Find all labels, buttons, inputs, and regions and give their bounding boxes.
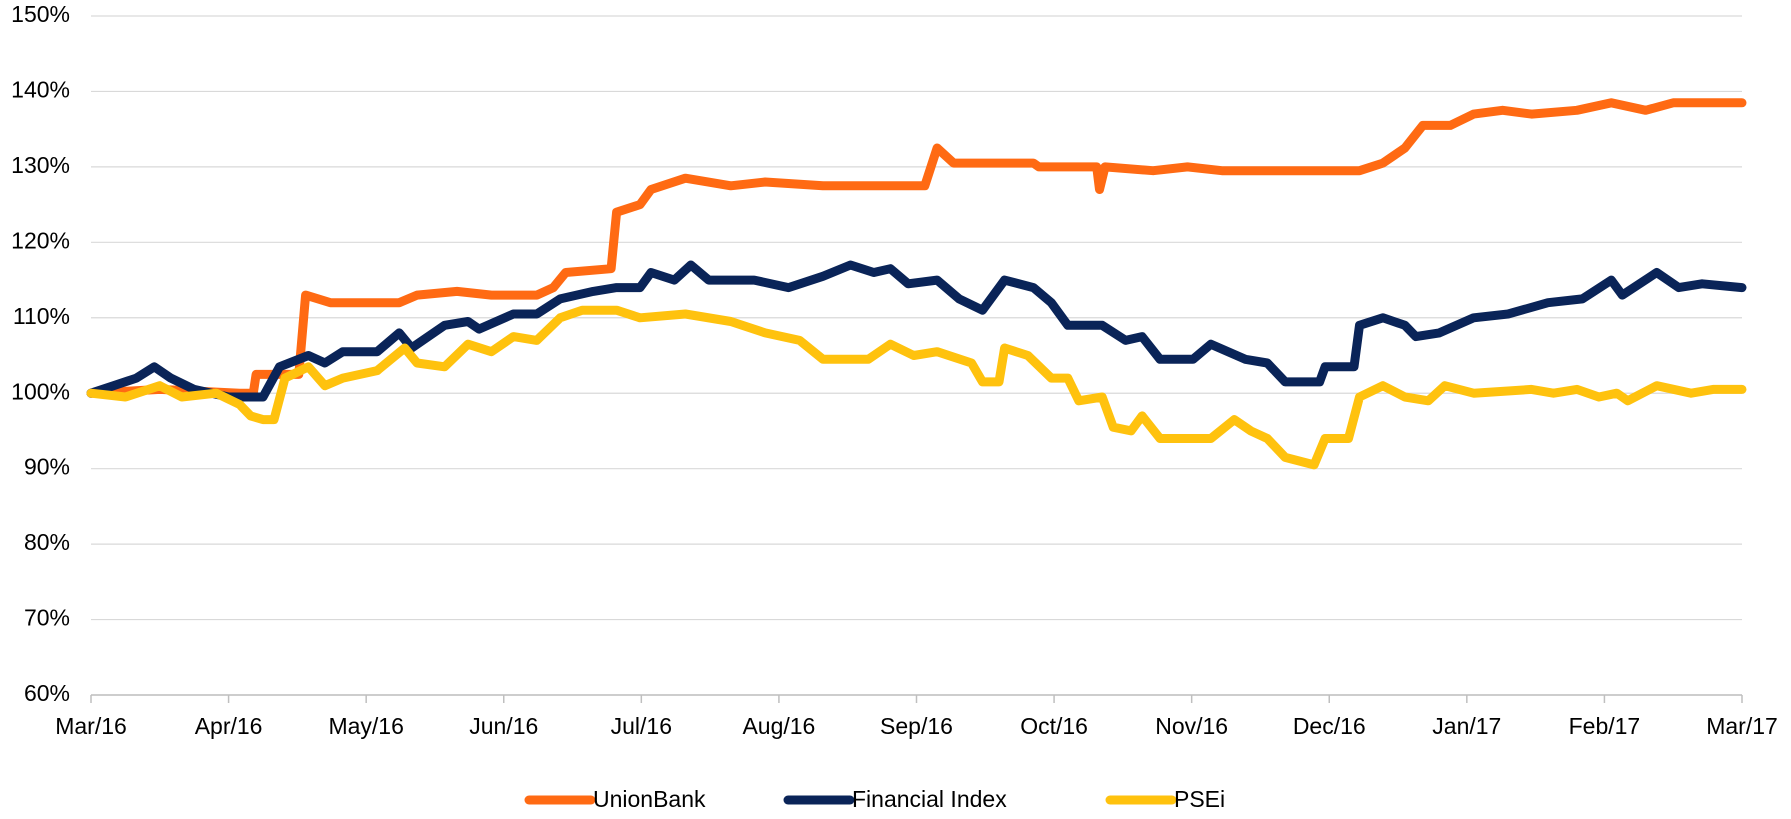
y-tick-label: 150% (11, 1, 70, 27)
y-tick-label: 110% (13, 303, 70, 329)
x-tick-label: Jun/16 (469, 713, 538, 739)
y-tick-label: 60% (24, 680, 70, 706)
legend-label: Financial Index (852, 786, 1007, 812)
y-tick-label: 120% (11, 227, 70, 253)
legend-label: PSEi (1174, 786, 1225, 812)
x-tick-label: Dec/16 (1293, 713, 1366, 739)
y-tick-label: 90% (24, 454, 70, 480)
x-tick-label: Apr/16 (195, 713, 263, 739)
y-tick-label: 140% (11, 77, 70, 103)
series-line (86, 305, 1747, 470)
y-tick-label: 70% (24, 605, 70, 631)
series-line (86, 98, 1747, 398)
x-tick-label: Nov/16 (1155, 713, 1228, 739)
x-tick-label: Oct/16 (1020, 713, 1088, 739)
legend-label: UnionBank (593, 786, 706, 812)
x-tick-label: Jan/17 (1432, 713, 1501, 739)
x-tick-label: Feb/17 (1569, 713, 1641, 739)
x-tick-label: Jul/16 (611, 713, 672, 739)
x-tick-label: Aug/16 (742, 713, 815, 739)
y-tick-label: 80% (24, 529, 70, 555)
x-tick-label: May/16 (328, 713, 403, 739)
x-tick-label: Mar/17 (1706, 713, 1778, 739)
series-line (86, 260, 1747, 402)
x-tick-label: Mar/16 (55, 713, 127, 739)
y-tick-label: 100% (11, 378, 70, 404)
y-tick-label: 130% (11, 152, 70, 178)
x-tick-label: Sep/16 (880, 713, 953, 739)
